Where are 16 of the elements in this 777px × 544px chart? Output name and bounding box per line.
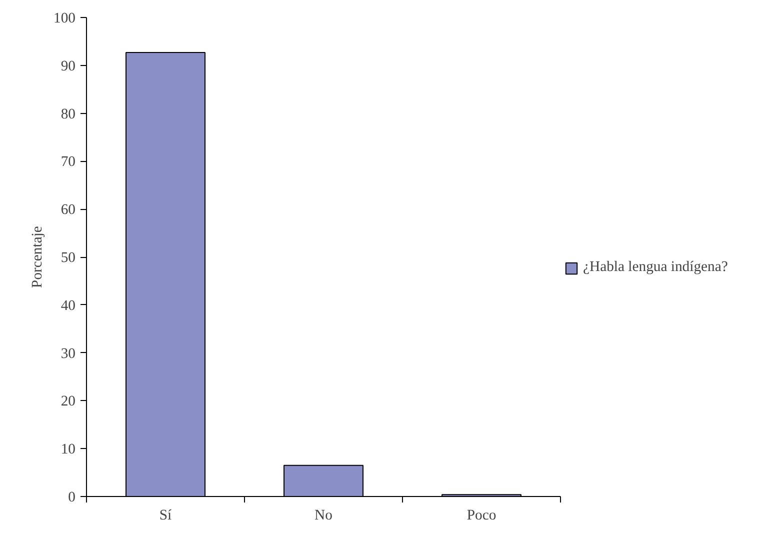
y-tick-label: 60 xyxy=(60,202,76,218)
y-tick-label: 40 xyxy=(60,298,76,314)
x-tick-label: Sí xyxy=(159,508,172,524)
legend-label: ¿Habla lengua indígena? xyxy=(583,259,728,276)
y-tick-label: 30 xyxy=(60,346,76,362)
y-tick-label: 90 xyxy=(60,58,76,74)
x-tick-label: No xyxy=(314,508,332,524)
y-tick-label: 100 xyxy=(54,10,76,26)
y-tick-label: 70 xyxy=(60,154,76,170)
x-tick-label: Poco xyxy=(466,508,496,524)
y-tick-label: 80 xyxy=(60,106,76,122)
y-tick-label: 50 xyxy=(60,250,76,266)
y-tick-label: 10 xyxy=(60,442,76,458)
y-tick-label: 20 xyxy=(60,394,76,410)
y-axis-title: Porcentaje xyxy=(30,226,46,288)
y-tick-label: 0 xyxy=(68,490,76,506)
